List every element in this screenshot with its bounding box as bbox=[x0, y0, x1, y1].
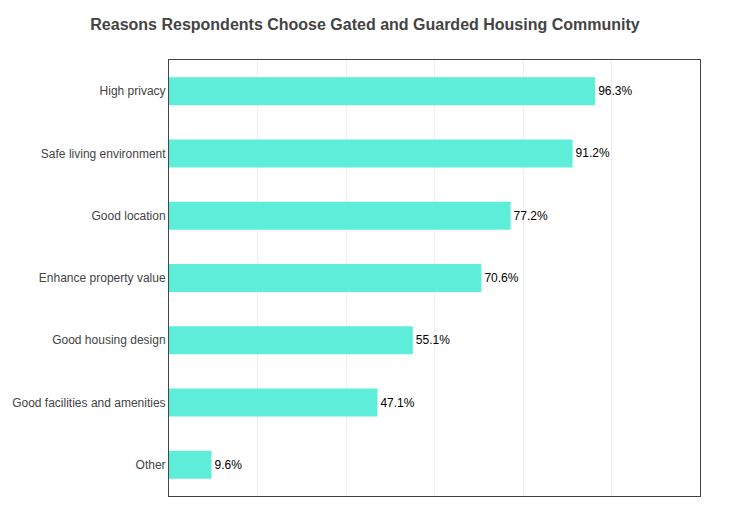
svg-text:High privacy: High privacy bbox=[100, 84, 166, 98]
svg-text:Enhance property value: Enhance property value bbox=[39, 271, 166, 285]
svg-text:47.1%: 47.1% bbox=[380, 396, 414, 410]
svg-text:70.6%: 70.6% bbox=[484, 271, 518, 285]
svg-text:Safe living environment: Safe living environment bbox=[41, 147, 166, 161]
svg-text:96.3%: 96.3% bbox=[598, 84, 632, 98]
svg-text:Reasons Respondents Choose Gat: Reasons Respondents Choose Gated and Gua… bbox=[90, 16, 640, 33]
svg-text:77.2%: 77.2% bbox=[514, 209, 548, 223]
svg-text:9.6%: 9.6% bbox=[214, 458, 242, 472]
svg-text:Good facilities and amenities: Good facilities and amenities bbox=[12, 396, 165, 410]
svg-text:Other: Other bbox=[136, 458, 166, 472]
svg-text:Good housing design: Good housing design bbox=[52, 333, 165, 347]
svg-text:Good location: Good location bbox=[92, 209, 166, 223]
svg-text:91.2%: 91.2% bbox=[576, 146, 610, 160]
svg-text:55.1%: 55.1% bbox=[416, 333, 450, 347]
